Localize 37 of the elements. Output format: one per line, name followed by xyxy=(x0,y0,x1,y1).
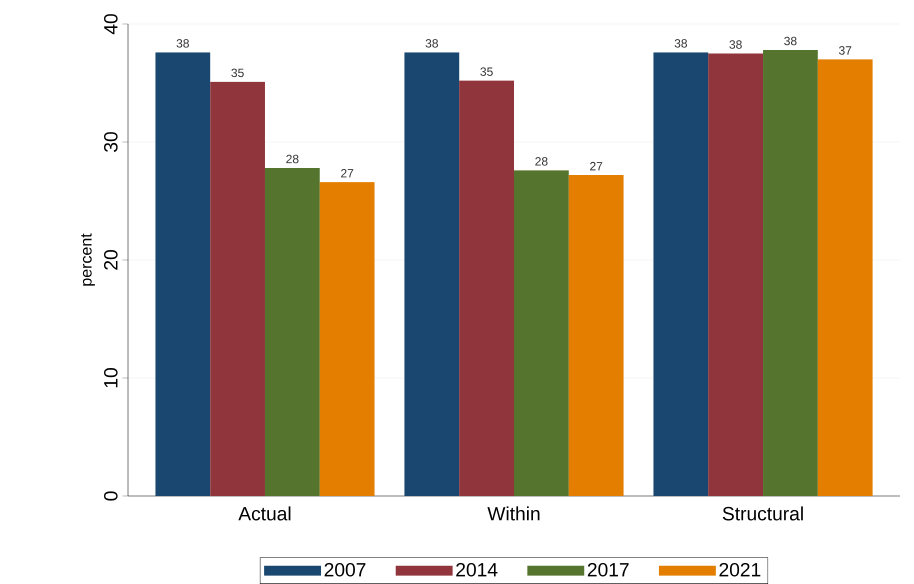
data-label: 27 xyxy=(341,169,354,178)
bar xyxy=(155,52,210,496)
bar xyxy=(568,175,624,496)
data-label: 38 xyxy=(426,39,438,48)
data-label: 28 xyxy=(535,157,548,166)
data-label: 37 xyxy=(838,46,852,55)
data-label: 27 xyxy=(590,162,602,170)
data-label: 28 xyxy=(286,154,299,164)
y-tick-label: 0 xyxy=(104,491,118,501)
bar xyxy=(404,52,460,496)
legend-label: 2007 xyxy=(324,562,366,577)
bar xyxy=(818,59,873,496)
bar xyxy=(320,182,375,496)
bar xyxy=(653,52,708,496)
y-axis-title: percent xyxy=(81,233,95,286)
x-tick-label: Actual xyxy=(238,506,290,521)
x-tick-label: Within xyxy=(487,506,540,520)
x-tick-label: Structural xyxy=(722,506,803,521)
data-label: 35 xyxy=(480,67,493,76)
data-label: 35 xyxy=(231,68,244,78)
data-label: 38 xyxy=(784,36,797,46)
bar xyxy=(210,82,265,496)
bar xyxy=(763,50,818,496)
bar xyxy=(514,170,569,496)
data-label: 38 xyxy=(176,39,189,48)
legend-label: 2014 xyxy=(456,562,498,577)
y-tick-label: 30 xyxy=(104,132,118,152)
bar xyxy=(708,54,764,496)
legend-label: 2021 xyxy=(719,562,760,577)
data-label: 38 xyxy=(729,40,742,49)
legend-label: 2017 xyxy=(588,562,629,577)
data-label: 38 xyxy=(674,39,687,48)
y-tick-label: 10 xyxy=(104,368,118,388)
bar xyxy=(459,80,514,496)
y-tick-label: 20 xyxy=(104,250,118,270)
bar xyxy=(264,168,320,496)
y-tick-label: 40 xyxy=(104,14,118,34)
